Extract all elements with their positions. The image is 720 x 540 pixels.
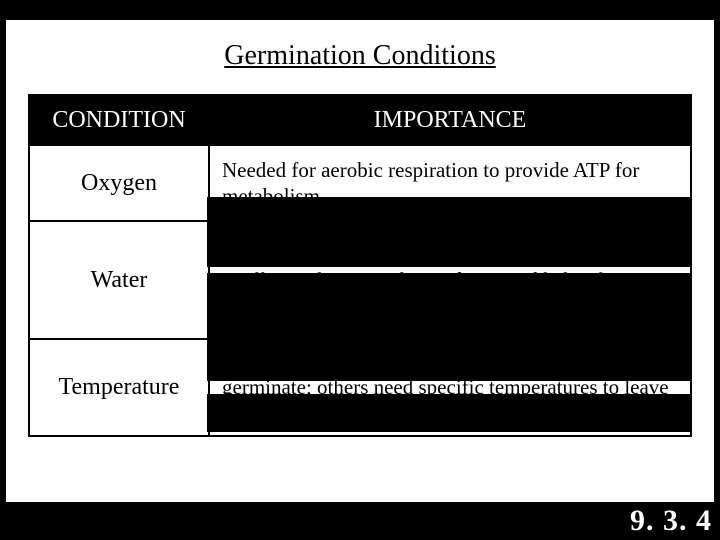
col-header-condition: CONDITION (29, 95, 209, 145)
redaction-overlay (207, 394, 692, 432)
condition-cell: Water (29, 221, 209, 339)
col-header-importance: IMPORTANCE (209, 95, 691, 145)
redaction-overlay (207, 349, 692, 381)
redaction-overlay (207, 197, 692, 267)
condition-cell: Oxygen (29, 145, 209, 221)
redaction-overlay (207, 273, 692, 351)
condition-cell: Temperature (29, 339, 209, 436)
page-code: 9. 3. 4 (624, 502, 718, 540)
slide-title: Germination Conditions (6, 20, 714, 94)
table-header-row: CONDITION IMPORTANCE (29, 95, 691, 145)
